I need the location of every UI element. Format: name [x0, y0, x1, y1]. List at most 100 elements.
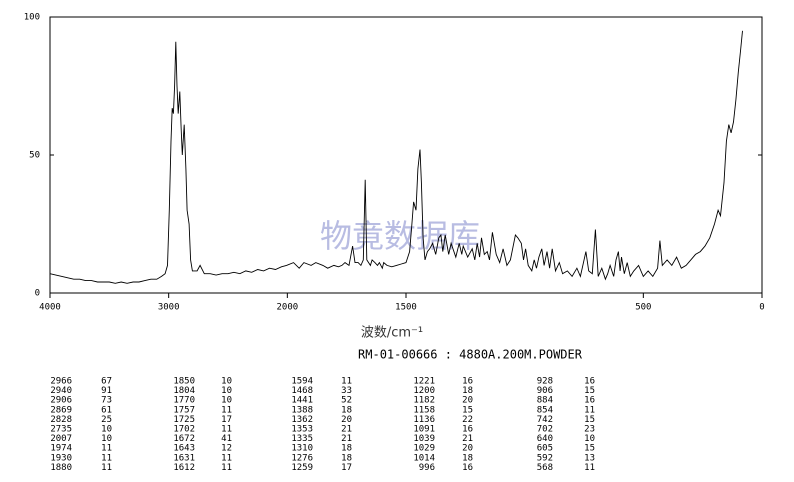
- peak-table-cell: 13: [584, 453, 595, 463]
- subtitle: RM-01-00666 : 4880A.200M.POWDER: [358, 348, 583, 362]
- peak-table-cell: 10: [221, 386, 232, 396]
- peak-table-cell: 1441: [291, 396, 313, 406]
- peak-table-cell: 1850: [173, 377, 195, 387]
- peak-table-cell: 1702: [173, 425, 195, 435]
- peak-table-cell: 10: [221, 396, 232, 406]
- peak-table-cell: 2940: [50, 386, 72, 396]
- peak-table-cell: 1643: [173, 444, 195, 454]
- peak-table-cell: 11: [341, 377, 352, 387]
- peak-table-cell: 1014: [413, 453, 435, 463]
- peak-table-cell: 41: [221, 434, 232, 444]
- peak-table-cell: 67: [101, 377, 112, 387]
- y-tick-label: 0: [35, 289, 40, 299]
- peak-table-cell: 18: [341, 453, 352, 463]
- peak-table-cell: 1029: [413, 444, 435, 454]
- peak-table-cell: 1974: [50, 444, 72, 454]
- peak-table-cell: 996: [419, 463, 435, 473]
- peak-table-cell: 11: [221, 463, 232, 473]
- peak-table-cell: 11: [221, 405, 232, 415]
- peak-table-cell: 18: [341, 444, 352, 454]
- peak-table-cell: 2906: [50, 396, 72, 406]
- peak-table-cell: 1468: [291, 386, 313, 396]
- spectrum-line: [49, 30, 743, 284]
- x-tick-label: 2000: [276, 303, 298, 313]
- peak-table-cell: 11: [101, 463, 112, 473]
- peak-table-cell: 20: [341, 415, 352, 425]
- peak-table-cell: 592: [537, 453, 553, 463]
- peak-table-cell: 2735: [50, 425, 72, 435]
- peak-table-cell: 1672: [173, 434, 195, 444]
- peak-table-cell: 15: [462, 405, 473, 415]
- peak-table-cell: 1039: [413, 434, 435, 444]
- peak-table-cell: 1259: [291, 463, 313, 473]
- peak-table-cell: 11: [221, 425, 232, 435]
- peak-table-cell: 640: [537, 434, 553, 444]
- peak-table-cell: 15: [584, 386, 595, 396]
- peak-table-cell: 10: [221, 377, 232, 387]
- peak-table-cell: 702: [537, 425, 553, 435]
- peak-table-cell: 2828: [50, 415, 72, 425]
- x-tick-label: 1500: [395, 303, 417, 313]
- peak-table-cell: 2007: [50, 434, 72, 444]
- peak-table-cell: 11: [221, 453, 232, 463]
- peak-table-cell: 15: [584, 415, 595, 425]
- peak-table-cell: 20: [462, 396, 473, 406]
- peak-table-cell: 1880: [50, 463, 72, 473]
- peak-table-cell: 568: [537, 463, 553, 473]
- x-tick-label: 4000: [39, 303, 61, 313]
- peak-table-cell: 16: [584, 396, 595, 406]
- peak-table-cell: 1353: [291, 425, 313, 435]
- peak-table-cell: 928: [537, 377, 553, 387]
- peak-table-cell: 91: [101, 386, 112, 396]
- peak-table-cell: 21: [462, 434, 473, 444]
- peak-table-cell: 1930: [50, 453, 72, 463]
- peak-table-cell: 25: [101, 415, 112, 425]
- peak-table-cell: 1310: [291, 444, 313, 454]
- peak-table-cell: 2966: [50, 377, 72, 387]
- peak-table-cell: 16: [462, 425, 473, 435]
- peak-table-cell: 1725: [173, 415, 195, 425]
- peak-table-cell: 1612: [173, 463, 195, 473]
- peak-table-cell: 1388: [291, 405, 313, 415]
- peak-table-cell: 10: [101, 434, 112, 444]
- peak-table-cell: 854: [537, 405, 553, 415]
- peak-table-cell: 18: [341, 405, 352, 415]
- peak-table-cell: 73: [101, 396, 112, 406]
- peak-table-cell: 2869: [50, 405, 72, 415]
- peak-table-cell: 12: [221, 444, 232, 454]
- peak-table-cell: 11: [101, 444, 112, 454]
- watermark: 物竟数据库: [320, 217, 480, 255]
- peak-table-cell: 21: [341, 434, 352, 444]
- peak-table-cell: 21: [341, 425, 352, 435]
- x-tick-label: 3000: [158, 303, 180, 313]
- peak-table-cell: 605: [537, 444, 553, 454]
- y-tick-label: 50: [29, 151, 40, 161]
- peak-table-cell: 18: [462, 386, 473, 396]
- y-tick-label: 100: [24, 13, 40, 23]
- peak-table-cell: 52: [341, 396, 352, 406]
- peak-table-cell: 1200: [413, 386, 435, 396]
- peak-table-cell: 906: [537, 386, 553, 396]
- peak-table-cell: 1594: [291, 377, 313, 387]
- peak-table-cell: 16: [462, 463, 473, 473]
- peak-table-cell: 61: [101, 405, 112, 415]
- peak-table-cell: 1335: [291, 434, 313, 444]
- peak-table-cell: 1221: [413, 377, 435, 387]
- peak-table-cell: 1631: [173, 453, 195, 463]
- x-axis-label: 波数/cm⁻¹: [361, 326, 423, 341]
- peak-table-cell: 23: [584, 425, 595, 435]
- peak-table-cell: 1182: [413, 396, 435, 406]
- peak-table-cell: 22: [462, 415, 473, 425]
- peak-table-cell: 11: [101, 453, 112, 463]
- peak-table-cell: 10: [584, 434, 595, 444]
- peak-table-cell: 1136: [413, 415, 435, 425]
- peak-table-cell: 884: [537, 396, 553, 406]
- peak-table-cell: 18: [462, 453, 473, 463]
- peak-table-cell: 33: [341, 386, 352, 396]
- peak-table-cell: 15: [584, 444, 595, 454]
- peak-table-cell: 17: [221, 415, 232, 425]
- peak-table-cell: 20: [462, 444, 473, 454]
- peak-table-cell: 1276: [291, 453, 313, 463]
- peak-table-cell: 742: [537, 415, 553, 425]
